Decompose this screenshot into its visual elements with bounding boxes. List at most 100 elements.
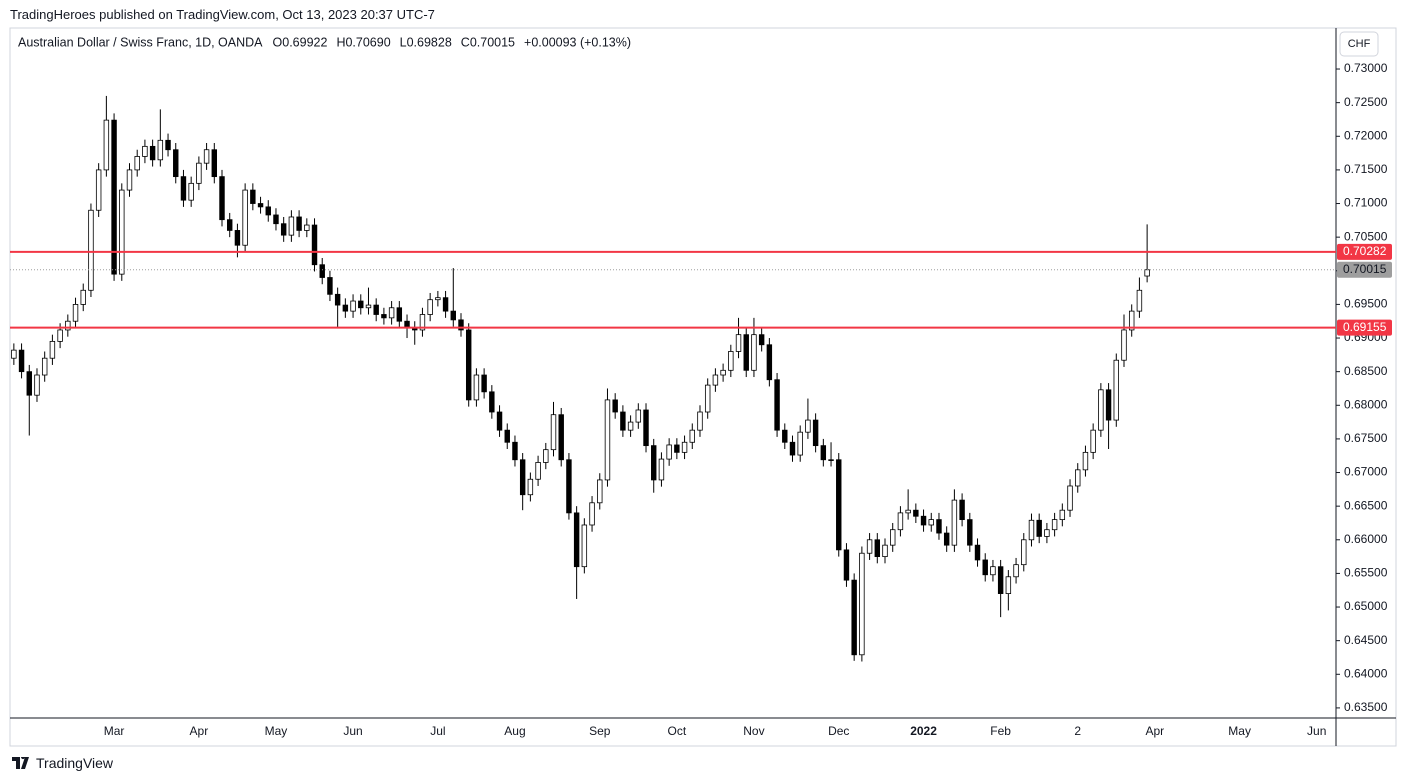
candle-body (1036, 519, 1042, 537)
candle-body (812, 419, 819, 447)
candle-body (890, 529, 896, 546)
x-tick-label: Aug (504, 724, 525, 738)
candle-body (851, 579, 857, 656)
y-tick-label: 0.71500 (1344, 162, 1388, 176)
candle-body (751, 334, 757, 371)
candle-body (280, 223, 287, 236)
candle-body (913, 509, 919, 517)
y-tick-label: 0.72000 (1344, 128, 1388, 142)
candle-body (342, 304, 349, 312)
candle-body (234, 230, 241, 246)
y-tick-label: 0.64500 (1344, 633, 1388, 647)
candle-body (34, 374, 40, 396)
candle-body (681, 441, 688, 453)
candle-body (188, 182, 194, 201)
candle-body (373, 304, 379, 315)
candle-body (442, 297, 449, 312)
candle-body (581, 524, 588, 568)
candle-body (388, 307, 395, 319)
candle-body (227, 219, 233, 231)
candle-body (49, 340, 56, 359)
x-tick-label: 2022 (910, 724, 937, 738)
currency-label: CHF (1348, 38, 1371, 50)
candle-body (427, 299, 433, 315)
candle-body (720, 369, 726, 376)
candle-body (620, 411, 626, 431)
candle-body (990, 566, 996, 576)
candle-body (651, 445, 657, 481)
candle-body (712, 374, 719, 386)
candle-body (196, 162, 202, 184)
candle-body (157, 139, 164, 161)
candle-body (836, 459, 842, 551)
candle-body (334, 293, 341, 306)
candle-body (1028, 519, 1035, 541)
candle-body (674, 444, 680, 453)
price-label-bg (1337, 243, 1392, 260)
candle-body (180, 176, 187, 201)
x-tick-label: Jun (1307, 724, 1326, 738)
candle-body (57, 329, 63, 342)
candle-body (41, 357, 48, 376)
currency-button[interactable] (1339, 31, 1379, 57)
candle-body (1098, 389, 1104, 431)
candle-body (535, 462, 541, 480)
x-tick-label: Sep (589, 724, 611, 738)
candle-body (1144, 269, 1150, 277)
candle-body (704, 384, 711, 413)
candle-body (604, 399, 611, 481)
candle-body (273, 214, 279, 225)
candle-body (381, 314, 387, 319)
candle-body (697, 411, 703, 431)
candle-body (319, 264, 325, 278)
candle-body (959, 499, 965, 521)
price-label: 0.70282 (1343, 244, 1387, 258)
candle-body (219, 176, 225, 221)
x-tick-label: Mar (104, 724, 125, 738)
candle-body (80, 289, 86, 305)
candle-body (527, 478, 534, 496)
candle-body (627, 421, 634, 431)
y-tick-label: 0.68000 (1344, 397, 1388, 411)
candle-body (666, 444, 672, 460)
candle-body (550, 414, 557, 451)
candle-body (597, 479, 603, 504)
candle-body (1136, 289, 1143, 312)
candle-body (543, 449, 549, 463)
chart-frame (9, 27, 1397, 747)
x-tick-label: Dec (828, 724, 849, 738)
y-tick-label: 0.67500 (1344, 431, 1388, 445)
candle-body (658, 458, 665, 481)
candle-body (782, 429, 788, 443)
candle-body (149, 145, 156, 161)
candle-body (1113, 359, 1119, 421)
candle-body (905, 509, 911, 514)
candle-body (88, 209, 94, 291)
candle-body (11, 349, 17, 359)
candle-body (859, 552, 865, 656)
candle-body (211, 149, 218, 178)
y-tick-label: 0.65500 (1344, 566, 1388, 580)
candle-body (1044, 529, 1050, 537)
candle-body (743, 334, 749, 371)
candle-body (820, 445, 827, 461)
y-tick-label: 0.66000 (1344, 532, 1388, 546)
chart: CHF Australian Dollar / Swiss Franc, 1D,… (9, 27, 1397, 747)
ohlc-value: H0.70690 (336, 35, 390, 49)
candle-body (504, 429, 510, 443)
candle-body (242, 189, 248, 246)
candle-body (1082, 451, 1089, 471)
x-tick-label: Jul (430, 724, 445, 738)
candle-body (173, 149, 179, 178)
y-tick-label: 0.66500 (1344, 498, 1388, 512)
candle-body (481, 374, 487, 393)
candle-body (450, 310, 456, 321)
candle-body (65, 320, 71, 331)
y-tick-label: 0.65000 (1344, 599, 1388, 613)
x-tick-label: Jun (343, 724, 362, 738)
candle-body (1105, 389, 1112, 421)
candle-body (573, 512, 580, 568)
candle-body (612, 399, 618, 413)
candle-body (327, 277, 333, 295)
